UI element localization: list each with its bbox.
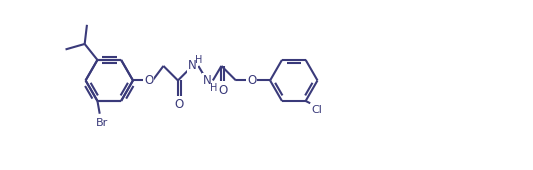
Text: Br: Br	[96, 118, 108, 128]
Text: N: N	[203, 74, 211, 87]
Text: H: H	[209, 83, 217, 93]
Text: Cl: Cl	[311, 105, 322, 115]
Text: H: H	[195, 55, 203, 65]
Text: O: O	[144, 74, 154, 87]
Text: O: O	[175, 98, 184, 111]
Text: N: N	[188, 59, 197, 72]
Text: O: O	[247, 74, 256, 87]
Text: O: O	[218, 84, 228, 97]
